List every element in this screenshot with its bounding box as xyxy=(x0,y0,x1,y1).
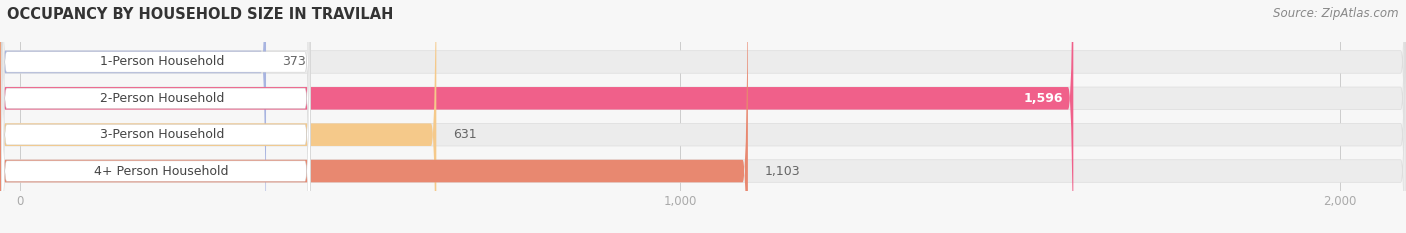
Text: 1-Person Household: 1-Person Household xyxy=(100,55,224,69)
Text: 4+ Person Household: 4+ Person Household xyxy=(94,164,229,178)
Text: 2-Person Household: 2-Person Household xyxy=(100,92,224,105)
FancyBboxPatch shape xyxy=(0,0,266,233)
Text: 1,596: 1,596 xyxy=(1024,92,1063,105)
Text: OCCUPANCY BY HOUSEHOLD SIZE IN TRAVILAH: OCCUPANCY BY HOUSEHOLD SIZE IN TRAVILAH xyxy=(7,7,394,22)
FancyBboxPatch shape xyxy=(1,0,311,233)
FancyBboxPatch shape xyxy=(0,0,748,233)
FancyBboxPatch shape xyxy=(1,0,311,233)
Text: Source: ZipAtlas.com: Source: ZipAtlas.com xyxy=(1274,7,1399,20)
FancyBboxPatch shape xyxy=(1,0,311,233)
FancyBboxPatch shape xyxy=(0,0,436,233)
Text: 1,103: 1,103 xyxy=(765,164,800,178)
FancyBboxPatch shape xyxy=(0,0,1073,233)
Text: 631: 631 xyxy=(453,128,477,141)
FancyBboxPatch shape xyxy=(1,0,311,233)
Text: 373: 373 xyxy=(283,55,307,69)
Text: 3-Person Household: 3-Person Household xyxy=(100,128,224,141)
